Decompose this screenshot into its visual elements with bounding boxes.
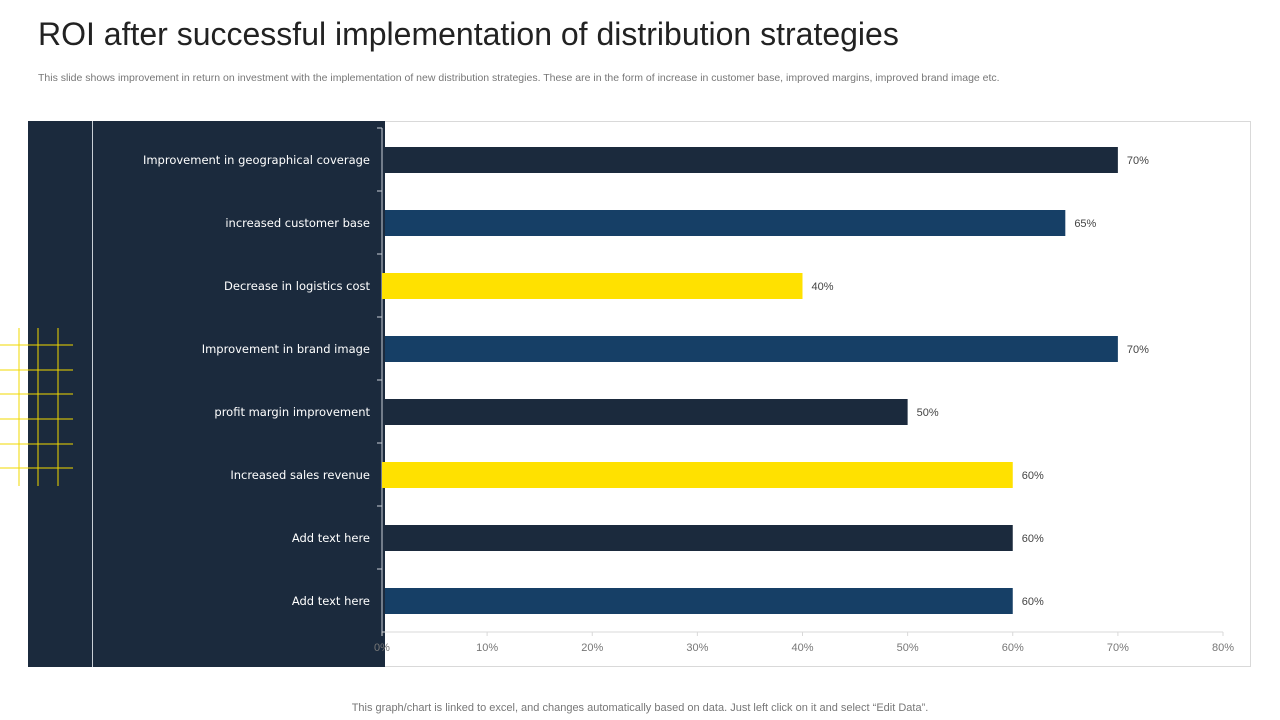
category-label: Add text here — [292, 594, 370, 608]
category-label: Improvement in geographical coverage — [143, 153, 370, 167]
bar[interactable] — [385, 525, 1013, 551]
x-tick-label: 20% — [581, 642, 603, 654]
category-label: Increased sales revenue — [230, 468, 370, 482]
category-label: profit margin improvement — [214, 405, 370, 419]
bar[interactable] — [382, 462, 1013, 488]
bar[interactable] — [385, 336, 1118, 362]
page-subtitle: This slide shows improvement in return o… — [38, 72, 1000, 84]
yellow-grid-decoration — [0, 328, 73, 486]
value-label: 65% — [1074, 218, 1096, 230]
bar[interactable] — [385, 210, 1066, 236]
bar[interactable] — [385, 588, 1013, 614]
value-label: 70% — [1127, 155, 1149, 167]
category-label: Add text here — [292, 531, 370, 545]
x-tick-label: 40% — [791, 642, 813, 654]
bar[interactable] — [385, 147, 1118, 173]
value-label: 60% — [1022, 596, 1044, 608]
bar[interactable] — [382, 273, 803, 299]
x-tick-label: 30% — [686, 642, 708, 654]
chart-frame — [385, 121, 1251, 667]
x-tick-label: 50% — [897, 642, 919, 654]
bar[interactable] — [385, 399, 908, 425]
category-label: increased customer base — [225, 216, 370, 230]
panel-divider — [92, 121, 93, 667]
value-label: 70% — [1127, 344, 1149, 356]
value-label: 40% — [812, 281, 834, 293]
category-label: Improvement in brand image — [202, 342, 370, 356]
x-tick-label: 60% — [1002, 642, 1024, 654]
value-label: 50% — [917, 407, 939, 419]
value-label: 60% — [1022, 470, 1044, 482]
value-label: 60% — [1022, 533, 1044, 545]
page-title: ROI after successful implementation of d… — [38, 16, 899, 52]
label-panel — [28, 121, 385, 667]
x-tick-label: 70% — [1107, 642, 1129, 654]
x-tick-label: 80% — [1212, 642, 1234, 654]
category-label: Decrease in logistics cost — [224, 279, 370, 293]
footer-note: This graph/chart is linked to excel, and… — [351, 702, 929, 714]
x-tick-label: 0% — [374, 642, 390, 654]
x-tick-label: 10% — [476, 642, 498, 654]
